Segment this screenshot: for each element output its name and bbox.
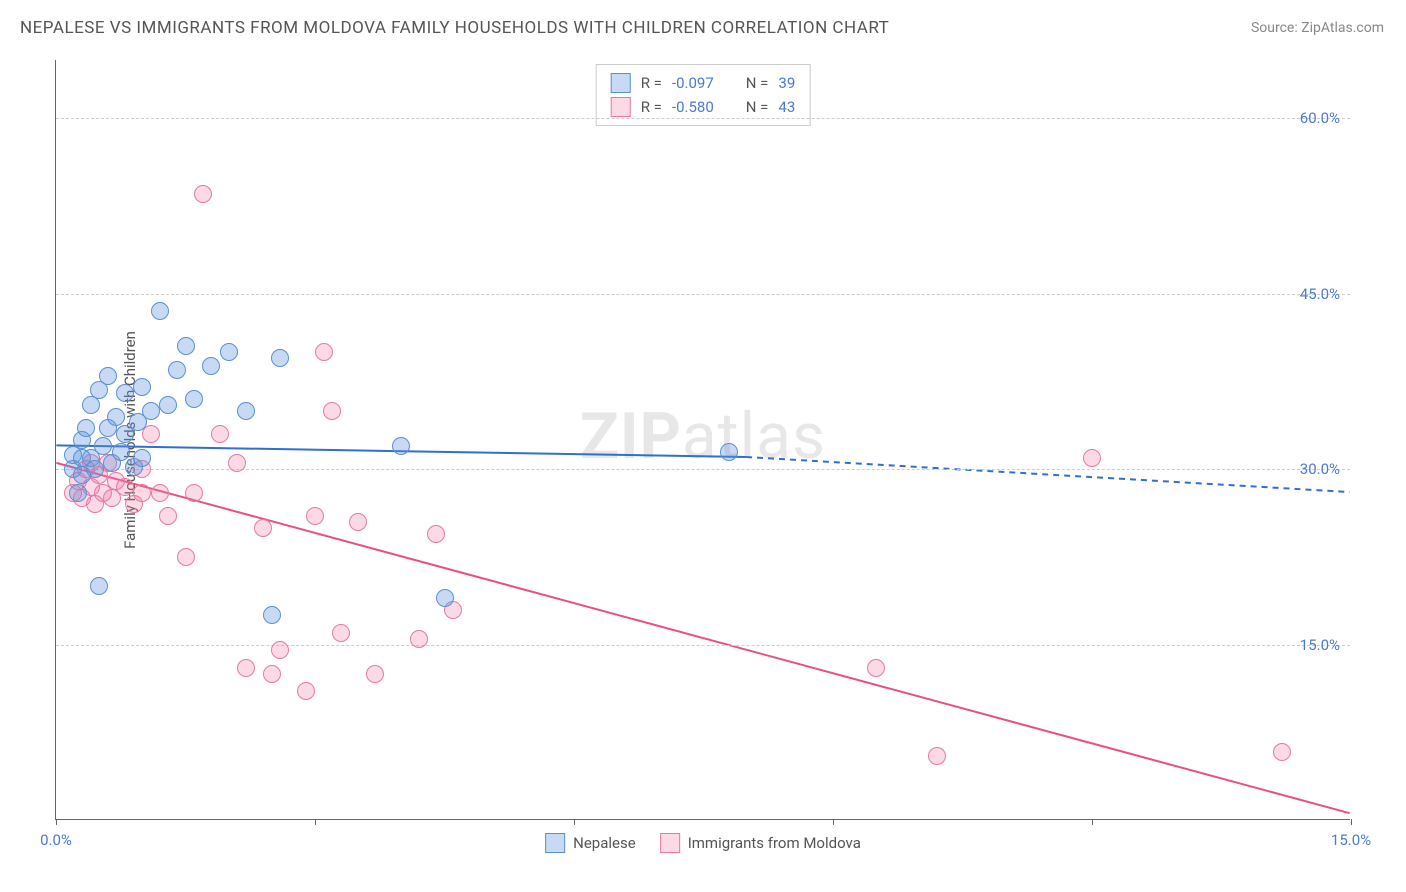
scatter-point [410,630,428,648]
scatter-point [254,519,272,537]
watermark-atlas: atlas [682,398,826,473]
legend-swatch [660,833,680,853]
legend-swatch [545,833,565,853]
xtick [574,819,575,825]
scatter-point [94,437,112,455]
scatter-point [228,454,246,472]
scatter-point [263,665,281,683]
scatter-point [107,408,125,426]
legend-series-item: Nepalese [545,833,636,853]
scatter-point [1273,743,1291,761]
scatter-point [297,682,315,700]
scatter-point [271,349,289,367]
scatter-point [185,390,203,408]
ytick-label: 45.0% [1300,285,1340,303]
scatter-point [194,185,212,203]
scatter-point [237,402,255,420]
scatter-point [73,449,91,467]
scatter-point [69,484,87,502]
xtick-label: 0.0% [40,831,72,849]
scatter-point [90,577,108,595]
scatter-point [151,484,169,502]
legend-correlation-row: R = -0.097 N = 39 [611,71,796,95]
scatter-point [151,302,169,320]
scatter-point [133,378,151,396]
legend-swatch [611,73,631,93]
regression-line-extrapolated [746,457,1350,492]
legend-swatch [611,97,631,117]
scatter-point [271,641,289,659]
legend-correlation: R = -0.097 N = 39 R = -0.580 N = 43 [596,64,811,126]
scatter-point [211,425,229,443]
legend-r-label: R = [641,98,662,116]
watermark-zip: ZIP [580,398,682,473]
legend-r-value: -0.097 [672,74,714,92]
scatter-point [928,747,946,765]
scatter-point [1083,449,1101,467]
scatter-point [142,402,160,420]
scatter-point [366,665,384,683]
gridline [56,645,1350,646]
scatter-point [159,396,177,414]
source-label: Source: ZipAtlas.com [1251,20,1384,36]
xtick [56,819,57,825]
scatter-point [202,357,220,375]
plot-area: Family Households with Children ZIPatlas… [55,60,1350,820]
xtick-label: 15.0% [1331,831,1371,849]
scatter-point [332,624,350,642]
legend-n-value: 43 [778,98,795,116]
scatter-point [77,419,95,437]
legend-correlation-row: R = -0.580 N = 43 [611,95,796,119]
scatter-point [133,484,151,502]
scatter-point [177,548,195,566]
regression-lines-svg [56,60,1350,819]
scatter-point [427,525,445,543]
legend-series: Nepalese Immigrants from Moldova [545,833,861,853]
watermark: ZIPatlas [580,398,826,473]
scatter-point [116,384,134,402]
ytick-label: 60.0% [1300,109,1340,127]
legend-r-value: -0.580 [672,98,714,116]
legend-series-item: Immigrants from Moldova [660,833,861,853]
scatter-point [392,437,410,455]
scatter-point [112,443,130,461]
xtick [833,819,834,825]
gridline [56,469,1350,470]
scatter-point [263,606,281,624]
scatter-point [116,478,134,496]
ytick-label: 15.0% [1300,636,1340,654]
legend-n-label: N = [746,98,769,116]
scatter-point [436,589,454,607]
xtick [1351,819,1352,825]
xtick [315,819,316,825]
scatter-point [237,659,255,677]
scatter-point [323,402,341,420]
scatter-point [306,507,324,525]
chart-title: NEPALESE VS IMMIGRANTS FROM MOLDOVA FAMI… [20,18,889,38]
legend-series-label: Nepalese [573,834,636,852]
scatter-point [177,337,195,355]
legend-n-label: N = [746,74,769,92]
gridline [56,118,1350,119]
scatter-point [133,449,151,467]
xtick [1092,819,1093,825]
legend-series-label: Immigrants from Moldova [688,834,861,852]
ytick-label: 30.0% [1300,460,1340,478]
regression-line [56,463,1349,813]
scatter-point [220,343,238,361]
scatter-point [315,343,333,361]
scatter-point [349,513,367,531]
scatter-point [720,443,738,461]
scatter-point [168,361,186,379]
legend-n-value: 39 [778,74,795,92]
scatter-point [867,659,885,677]
scatter-point [159,507,177,525]
gridline [56,294,1350,295]
legend-r-label: R = [641,74,662,92]
scatter-point [185,484,203,502]
scatter-point [99,367,117,385]
